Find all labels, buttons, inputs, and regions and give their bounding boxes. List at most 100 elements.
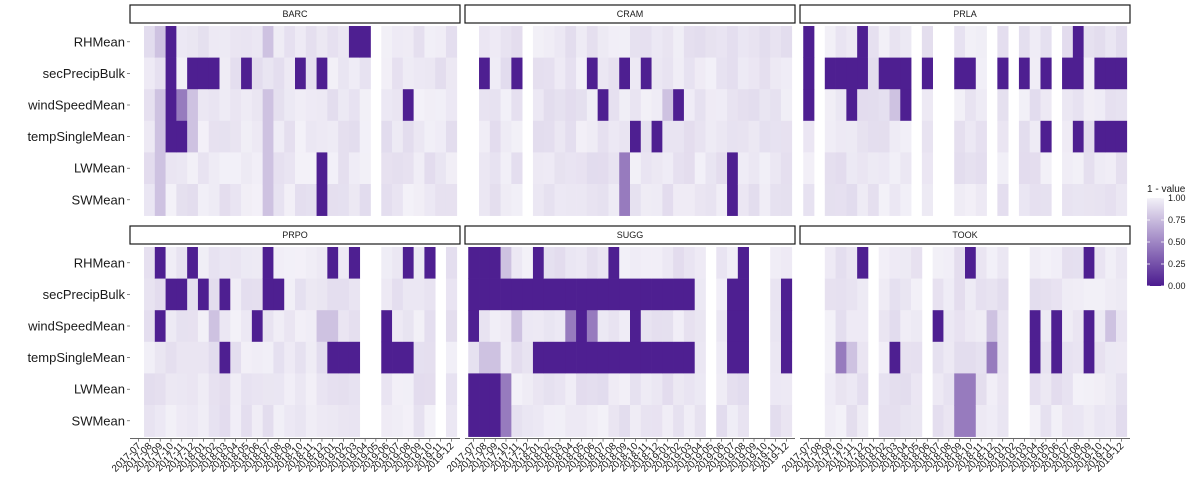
heatmap-cell bbox=[381, 373, 393, 406]
heatmap-cell bbox=[273, 26, 285, 58]
heatmap-cell bbox=[284, 57, 296, 90]
heatmap-cell bbox=[316, 341, 328, 374]
heatmap-cell bbox=[511, 310, 523, 343]
heatmap-cell bbox=[900, 26, 912, 58]
heatmap-cell bbox=[640, 310, 652, 343]
heatmap-cell bbox=[900, 120, 912, 153]
heatmap-cell bbox=[392, 341, 404, 374]
heatmap-cell bbox=[1094, 89, 1106, 122]
heatmap-cell bbox=[1072, 341, 1084, 374]
heatmap-cell bbox=[619, 373, 631, 406]
heatmap-cell bbox=[468, 405, 480, 437]
heatmap-cell bbox=[846, 310, 858, 343]
heatmap-cell bbox=[402, 341, 414, 374]
heatmap-cell bbox=[640, 247, 652, 279]
heatmap-cell bbox=[305, 26, 317, 58]
heatmap-cell bbox=[662, 278, 674, 311]
heatmap-cell bbox=[295, 278, 307, 311]
heatmap-cell bbox=[803, 89, 815, 122]
heatmap-cell bbox=[608, 120, 620, 153]
heatmap-cell bbox=[889, 341, 901, 374]
heatmap-cell bbox=[273, 373, 285, 406]
heatmap-cell bbox=[381, 89, 393, 122]
heatmap-cell bbox=[165, 278, 177, 311]
heatmap-cell bbox=[479, 373, 491, 406]
heatmap-cell bbox=[835, 278, 847, 311]
heatmap-cell bbox=[1029, 373, 1041, 406]
heatmap-cell bbox=[489, 184, 501, 216]
heatmap-cell bbox=[154, 278, 166, 311]
heatmap-cell bbox=[1094, 247, 1106, 279]
heatmap-cell bbox=[965, 341, 977, 374]
heatmap-cell bbox=[479, 405, 491, 437]
panel-took: TOOK2017-072017-082017-092017-102017-112… bbox=[780, 225, 1131, 475]
heatmap-cell bbox=[554, 278, 566, 311]
heatmap-cell bbox=[273, 310, 285, 343]
heatmap-cell bbox=[716, 89, 728, 122]
heatmap-cell bbox=[554, 152, 566, 185]
panel-prpo: PRPO2017-072017-082017-092017-102017-112… bbox=[110, 225, 461, 475]
heatmap-cell bbox=[144, 373, 156, 406]
heatmap-cell bbox=[187, 152, 199, 185]
heatmap-cell bbox=[543, 341, 555, 374]
heatmap-cell bbox=[640, 373, 652, 406]
heatmap-cell bbox=[500, 89, 512, 122]
heatmap-cell bbox=[176, 310, 188, 343]
heatmap-cell bbox=[770, 89, 782, 122]
heatmap-cell bbox=[846, 373, 858, 406]
heatmap-cell bbox=[1062, 405, 1074, 437]
heatmap-cell bbox=[1105, 120, 1117, 153]
heatmap-cell bbox=[997, 278, 1009, 311]
heatmap-cell bbox=[1083, 247, 1095, 279]
heatmap-cell bbox=[748, 152, 760, 185]
heatmap-cell bbox=[284, 26, 296, 58]
heatmap-cell bbox=[554, 26, 566, 58]
heatmap-cell bbox=[511, 341, 523, 374]
heatmap-cell bbox=[511, 89, 523, 122]
heatmap-cell bbox=[338, 310, 350, 343]
heatmap-cell bbox=[1072, 310, 1084, 343]
heatmap-cell bbox=[780, 89, 793, 122]
heatmap-cell bbox=[251, 152, 263, 185]
heatmap-cell bbox=[208, 184, 220, 216]
heatmap-cell bbox=[1040, 152, 1052, 185]
heatmap-cell bbox=[1051, 247, 1063, 279]
heatmap-cell bbox=[835, 405, 847, 437]
heatmap-cell bbox=[576, 184, 588, 216]
heatmap-cell bbox=[576, 152, 588, 185]
heatmap-cell bbox=[165, 247, 177, 279]
heatmap-cell bbox=[338, 341, 350, 374]
heatmap-cell bbox=[835, 310, 847, 343]
heatmap-cell bbox=[824, 405, 836, 437]
heatmap-cell bbox=[262, 310, 274, 343]
heatmap-cell bbox=[219, 184, 231, 216]
heatmap-cell bbox=[381, 26, 393, 58]
heatmap-cell bbox=[662, 405, 674, 437]
heatmap-cell bbox=[1105, 373, 1117, 406]
heatmap-cell bbox=[954, 310, 966, 343]
heatmap-cell bbox=[489, 310, 501, 343]
heatmap-cell bbox=[683, 184, 696, 216]
heatmap-cell bbox=[522, 310, 534, 343]
heatmap-cell bbox=[1083, 26, 1095, 58]
heatmap-cell bbox=[716, 405, 728, 437]
heatmap-cell bbox=[780, 57, 793, 90]
heatmap-cell bbox=[327, 120, 339, 153]
heatmap-cell bbox=[208, 341, 220, 374]
heatmap-cell bbox=[824, 278, 836, 311]
heatmap-cell bbox=[251, 57, 263, 90]
heatmap-cell bbox=[543, 310, 555, 343]
heatmap-cell bbox=[511, 120, 523, 153]
heatmap-cell bbox=[479, 152, 491, 185]
heatmap-cell bbox=[241, 247, 253, 279]
heatmap-cell bbox=[489, 89, 501, 122]
heatmap-cell bbox=[1094, 405, 1106, 437]
heatmap-cell bbox=[1105, 152, 1117, 185]
heatmap-cell bbox=[932, 278, 944, 311]
heatmap-cell bbox=[305, 120, 317, 153]
heatmap-cell bbox=[780, 184, 793, 216]
heatmap-cell bbox=[144, 152, 156, 185]
heatmap-cell bbox=[770, 278, 782, 311]
heatmap-cell bbox=[241, 373, 253, 406]
heatmap-cell bbox=[402, 247, 414, 279]
